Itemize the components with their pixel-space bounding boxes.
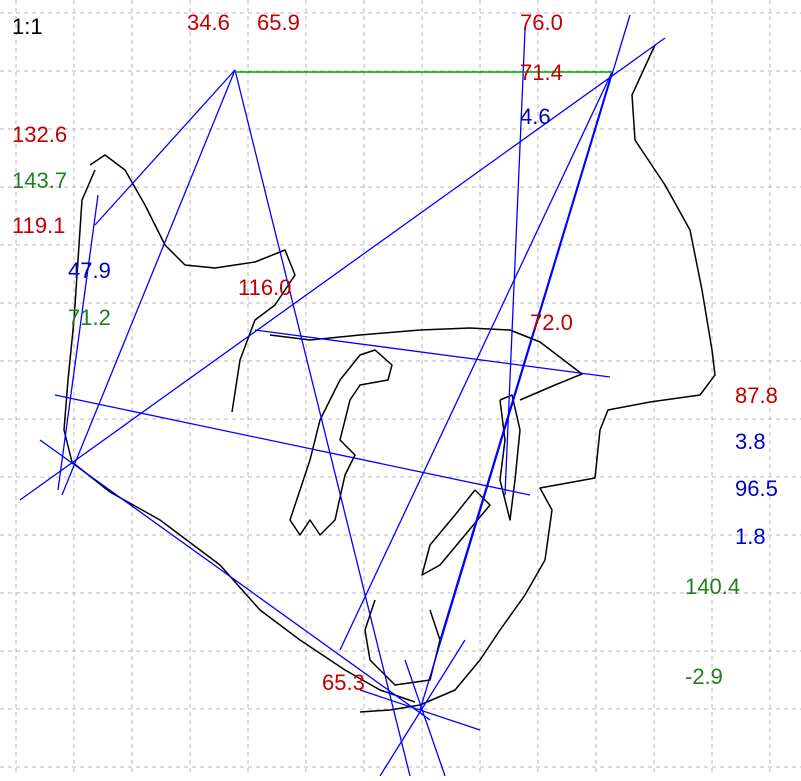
line	[57, 194, 99, 491]
line	[379, 639, 466, 777]
palate	[269, 327, 583, 401]
line	[61, 69, 236, 496]
mandible	[63, 169, 416, 703]
line	[359, 689, 481, 731]
measure-label: 132.6	[12, 122, 67, 147]
measure-label: 65.9	[257, 10, 300, 35]
measure-label: 71.4	[520, 60, 563, 85]
line	[254, 329, 611, 378]
line	[39, 439, 431, 721]
lower-incisor	[421, 489, 491, 576]
line	[19, 37, 666, 501]
measure-label: 47.9	[68, 258, 111, 283]
measure-label: 143.7	[12, 168, 67, 193]
measure-label: 4.6	[520, 104, 551, 129]
measure-label: 140.4	[685, 574, 740, 599]
line	[54, 394, 531, 496]
line	[404, 659, 446, 777]
line	[234, 69, 411, 777]
labels: 1:1 34.6 65.9 76.0 71.4 4.6 132.6 143.7 …	[12, 10, 778, 695]
line	[439, 71, 613, 641]
molar	[289, 349, 393, 536]
measure-label: -2.9	[685, 664, 723, 689]
measure-label: 71.2	[68, 305, 111, 330]
measure-label: 87.8	[735, 383, 778, 408]
measure-label: 65.3	[322, 670, 365, 695]
skull	[89, 154, 296, 413]
measure-label: 3.8	[735, 429, 766, 454]
line	[94, 69, 236, 226]
line	[339, 71, 613, 651]
soft-profile	[359, 44, 716, 713]
measure-label: 34.6	[187, 10, 230, 35]
measure-label: 1.8	[735, 524, 766, 549]
outlines	[63, 44, 716, 713]
measure-label: 116.0	[238, 275, 291, 300]
measure-label: 72.0	[530, 310, 573, 335]
measure-label: 119.1	[12, 213, 65, 238]
scale-label: 1:1	[12, 14, 43, 39]
measure-lines	[19, 14, 666, 777]
measure-label: 76.0	[520, 10, 563, 35]
measure-label: 96.5	[735, 476, 778, 501]
line	[419, 14, 631, 711]
